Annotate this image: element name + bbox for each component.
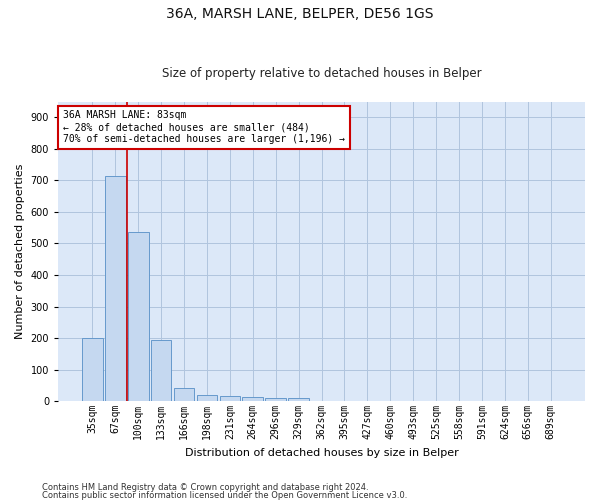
X-axis label: Distribution of detached houses by size in Belper: Distribution of detached houses by size … xyxy=(185,448,458,458)
Bar xyxy=(197,395,217,401)
Bar xyxy=(289,398,309,401)
Bar xyxy=(242,396,263,401)
Text: Contains HM Land Registry data © Crown copyright and database right 2024.: Contains HM Land Registry data © Crown c… xyxy=(42,484,368,492)
Bar xyxy=(82,338,103,401)
Text: 36A, MARSH LANE, BELPER, DE56 1GS: 36A, MARSH LANE, BELPER, DE56 1GS xyxy=(166,8,434,22)
Title: Size of property relative to detached houses in Belper: Size of property relative to detached ho… xyxy=(162,66,481,80)
Bar xyxy=(174,388,194,401)
Bar xyxy=(105,176,125,401)
Bar xyxy=(151,340,172,401)
Text: Contains public sector information licensed under the Open Government Licence v3: Contains public sector information licen… xyxy=(42,490,407,500)
Bar xyxy=(220,396,240,401)
Bar xyxy=(265,398,286,401)
Bar xyxy=(128,232,149,401)
Y-axis label: Number of detached properties: Number of detached properties xyxy=(15,164,25,339)
Text: 36A MARSH LANE: 83sqm
← 28% of detached houses are smaller (484)
70% of semi-det: 36A MARSH LANE: 83sqm ← 28% of detached … xyxy=(64,110,346,144)
